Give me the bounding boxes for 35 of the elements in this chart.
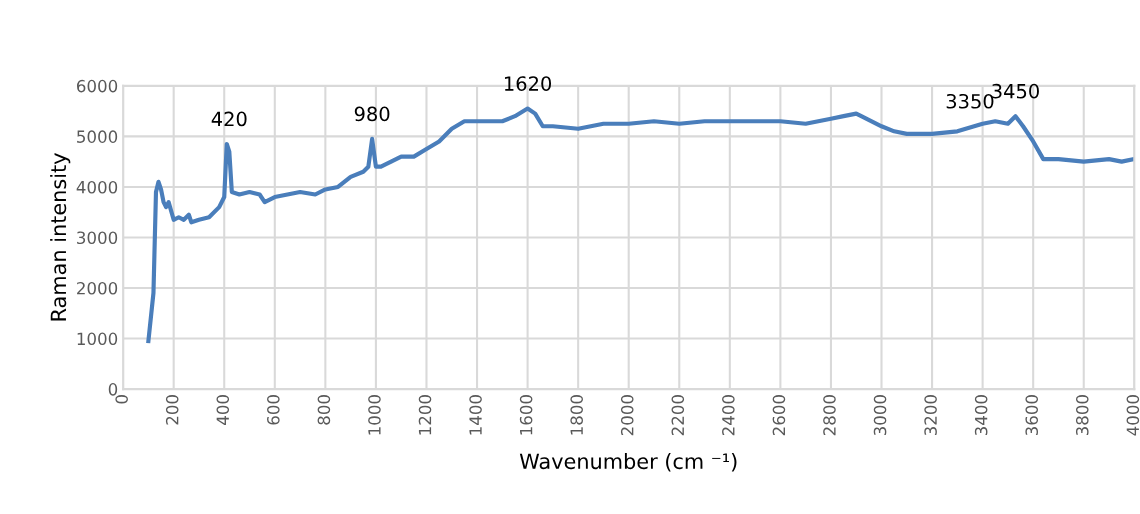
x-tick-label: 2400 [722, 395, 735, 436]
x-tick-label: 1800 [570, 395, 583, 435]
x-tick-label: 2200 [671, 395, 685, 436]
annotation: 980 [354, 106, 390, 122]
annotation: 3450 [992, 83, 1039, 99]
x-axis-title: Wavenumber (cm ⁻¹) [519, 453, 737, 472]
x-tick-label: 2600 [772, 395, 786, 436]
x-tick-label: 3400 [974, 395, 988, 436]
annotation: 1620 [504, 76, 552, 91]
x-tick-label: 800 [317, 395, 331, 425]
x-tick-label: 200 [165, 395, 179, 425]
x-tick-label: 3600 [1025, 395, 1039, 436]
y-tick-label: 4000 [76, 180, 118, 194]
annotation: 420 [211, 111, 247, 127]
annotation: 3350 [946, 93, 994, 109]
x-tick-label: 1400 [469, 395, 482, 435]
x-tick-label: 3800 [1075, 395, 1089, 436]
x-tick-label: 4000 [1126, 395, 1140, 436]
x-tick-label: 2000 [620, 395, 634, 436]
x-tick-label: 3000 [873, 395, 887, 436]
x-tick-label: 600 [267, 395, 280, 425]
x-tick-label: 1200 [418, 395, 432, 435]
y-tick-label: 6000 [77, 79, 118, 93]
x-tick-label: 1000 [368, 395, 381, 435]
x-tick-label: 1600 [519, 395, 533, 435]
x-tick-label: 2800 [823, 395, 836, 436]
y-tick-label: 3000 [77, 231, 118, 245]
y-tick-label: 2000 [77, 281, 118, 295]
x-tick-label: 400 [216, 395, 230, 425]
y-tick-label: 0 [108, 383, 118, 396]
x-tick-label: 3200 [924, 395, 937, 436]
y-axis-title: Raman intensity [50, 153, 71, 321]
x-tick-label: 0 [115, 395, 128, 404]
y-tick-label: 5000 [77, 130, 118, 143]
y-tick-label: 1000 [77, 332, 118, 346]
